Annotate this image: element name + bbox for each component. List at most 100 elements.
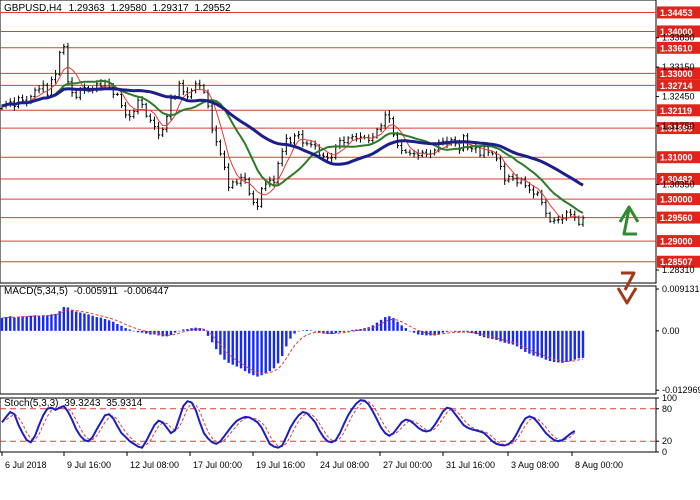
macd-bar — [198, 328, 201, 331]
macd-bar — [37, 315, 41, 331]
level-label: 1.29000 — [660, 237, 693, 247]
ohlc-high: 1.29580 — [111, 3, 148, 14]
macd-bar — [256, 330, 259, 377]
macd-bar — [62, 307, 66, 331]
macd-bar — [412, 330, 416, 333]
macd-bar — [42, 315, 45, 331]
level-flag — [657, 25, 700, 38]
level-label: 1.33610 — [660, 43, 693, 53]
macd-bar — [573, 330, 576, 360]
macd-bar — [441, 330, 445, 333]
macd-bar — [46, 315, 49, 331]
ma-line-slow — [1, 87, 584, 187]
macd-bar — [83, 313, 86, 331]
stoch-value-1: 39.3243 — [64, 398, 101, 409]
ohlc-open: 1.29363 — [69, 3, 106, 14]
time-tick-label: 6 Jul 2018 — [5, 460, 47, 470]
level-flag — [657, 6, 700, 19]
macd-bar — [210, 330, 214, 343]
level-flag — [657, 122, 700, 135]
stoch-name: Stoch(5,3,3) — [4, 398, 58, 409]
macd-bar — [260, 330, 263, 376]
macd-bar — [421, 330, 424, 335]
price-header: GBPUSD,H4 1.29363 1.29580 1.29317 1.2955… — [4, 3, 231, 14]
macd-tick-label: 0.009131 — [662, 284, 700, 294]
macd-bar — [243, 330, 247, 372]
time-tick-label: 3 Aug 08:00 — [511, 460, 559, 470]
macd-bar — [157, 330, 160, 336]
macd-bar — [445, 330, 449, 332]
macd-bar — [268, 330, 272, 372]
time-tick-label: 8 Aug 00:00 — [575, 460, 623, 470]
time-tick-label: 12 Jul 08:00 — [130, 460, 179, 470]
macd-bar — [318, 330, 321, 333]
level-label: 1.32119 — [660, 106, 692, 116]
macd-bar — [375, 322, 379, 331]
macd-bar — [107, 320, 111, 331]
macd-bar — [507, 330, 511, 344]
level-label: 1.30482 — [660, 174, 693, 184]
macd-bar — [425, 330, 428, 336]
macd-header: MACD(5,34,5) -0.005911 -0.006447 — [4, 286, 169, 297]
macd-bar — [346, 330, 350, 332]
level-flag — [657, 211, 700, 224]
time-tick-label: 27 Jul 00:00 — [383, 460, 432, 470]
macd-bar — [338, 330, 342, 333]
macd-bar — [437, 330, 440, 335]
macd-bar — [25, 316, 28, 331]
macd-bar — [293, 330, 296, 334]
macd-bar — [4, 317, 8, 331]
price-frame — [0, 0, 657, 284]
level-label: 1.34000 — [660, 27, 693, 37]
macd-bar — [557, 330, 560, 363]
macd-bar — [289, 330, 292, 339]
macd-bar — [280, 330, 284, 357]
macd-bar — [252, 330, 255, 376]
macd-bar — [264, 330, 267, 373]
macd-bar — [528, 330, 531, 354]
price-tick-label: 1.28310 — [662, 265, 695, 275]
macd-bar — [227, 330, 230, 363]
level-label: 1.33000 — [660, 69, 693, 79]
macd-bar — [276, 330, 280, 364]
macd-bar — [132, 330, 136, 332]
macd-bar — [408, 330, 412, 332]
macd-bar — [503, 330, 506, 343]
macd-bar — [495, 330, 498, 340]
macd-bar — [169, 330, 173, 335]
level-label: 1.28507 — [660, 257, 693, 267]
time-tick-label: 31 Jul 16:00 — [446, 460, 495, 470]
time-tick-label: 19 Jul 16:00 — [256, 460, 305, 470]
stoch-tick-label: 20 — [662, 436, 672, 446]
macd-bar — [136, 330, 140, 333]
macd-bar — [103, 318, 107, 331]
macd-bar — [112, 321, 115, 331]
time-tick-label: 17 Jul 00:00 — [193, 460, 242, 470]
macd-bar — [140, 330, 144, 333]
macd-bar — [215, 330, 218, 350]
macd-bar — [21, 316, 24, 331]
macd-bar — [379, 319, 383, 331]
macd-bar — [54, 313, 57, 331]
macd-bar — [9, 316, 12, 331]
macd-bar — [116, 323, 119, 331]
macd-bar — [182, 329, 185, 331]
macd-bar — [511, 330, 515, 345]
ma-line-mid — [1, 79, 584, 214]
level-flag — [657, 79, 700, 92]
macd-bar — [342, 330, 346, 332]
macd-bar — [330, 330, 333, 335]
macd-bar — [322, 330, 325, 334]
macd-bar — [248, 330, 251, 374]
macd-bar — [474, 330, 478, 335]
macd-bar — [165, 330, 169, 337]
macd-bar — [536, 330, 539, 357]
macd-bar — [499, 330, 502, 342]
macd-bar — [305, 329, 309, 331]
macd-bar — [540, 330, 543, 358]
macd-bar — [478, 330, 482, 336]
price-tick-label: 1.31750 — [662, 121, 695, 131]
macd-bar — [462, 330, 465, 332]
